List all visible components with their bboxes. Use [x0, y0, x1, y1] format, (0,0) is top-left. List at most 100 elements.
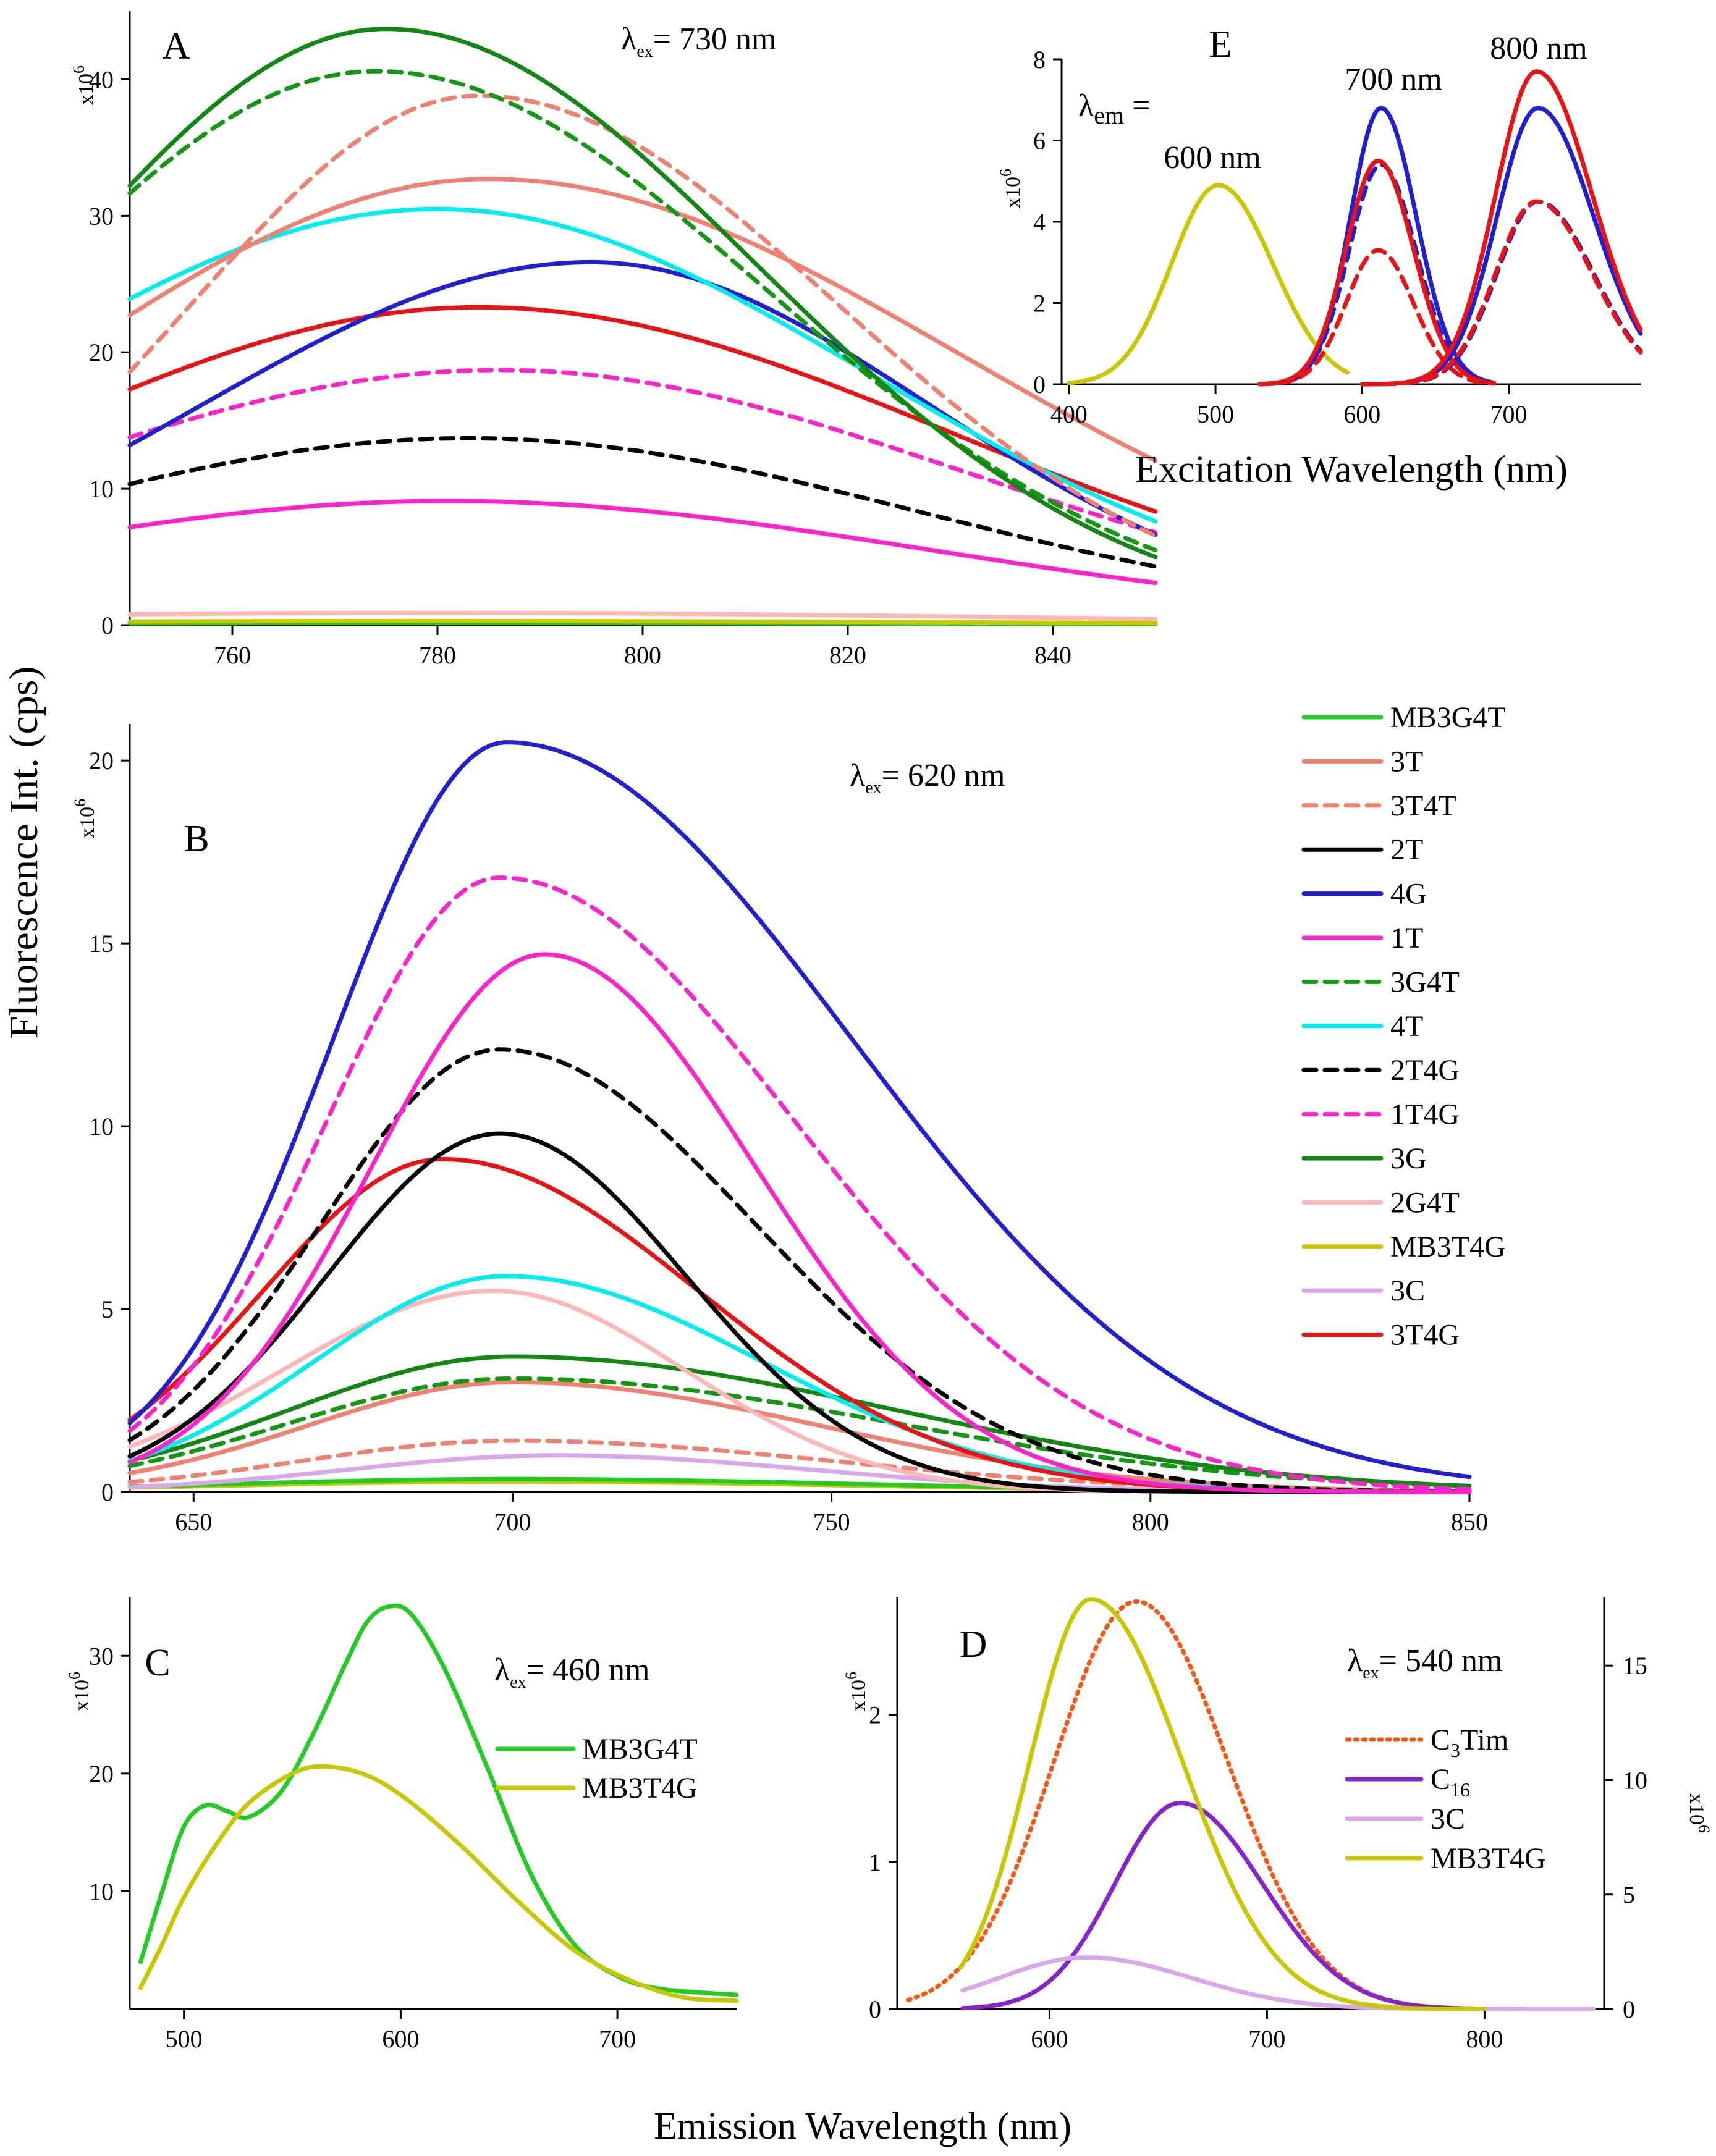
legend-item-1t4g: 1T4G	[1301, 1098, 1460, 1131]
x-tick-label: 650	[175, 1508, 212, 1536]
legend-label: 2T4G	[1390, 1054, 1460, 1087]
y-tick-label: 30	[89, 1642, 114, 1670]
legend-item-2g4t: 2G4T	[1301, 1186, 1460, 1219]
series-line-mb3t4g	[127, 618, 1158, 626]
panel-label: D	[960, 1623, 987, 1665]
legend-label: 1T4G	[1390, 1098, 1460, 1131]
right-y-tick-label: 15	[1623, 1652, 1647, 1680]
legend-label: 3G4T	[1390, 966, 1460, 998]
excitation-annotation: λex= 620 nm	[850, 758, 1005, 798]
series-line-3g4t	[127, 1376, 1472, 1489]
x-tick-label: 780	[419, 641, 456, 669]
series-line-3t4t	[127, 93, 1158, 538]
panel-label: E	[1209, 23, 1232, 65]
legend-label: 3C	[1390, 1274, 1425, 1307]
y-tick-label: 20	[89, 747, 114, 775]
series-line-3t4g-dashed-700-nm	[1257, 248, 1497, 387]
left-multiplier-label: x106	[842, 1672, 870, 1711]
series-line-1t4g	[127, 368, 1158, 535]
x-tick-label: 700	[494, 1508, 531, 1536]
series-line-4g	[127, 740, 1472, 1480]
y-tick-label: 0	[869, 1995, 881, 2023]
x-tick-label: 750	[813, 1508, 850, 1536]
legend-item-3t4t: 3T4T	[1301, 790, 1456, 822]
series-line-3g4t	[127, 69, 1158, 553]
legend-item-c16: C16	[1345, 1763, 1470, 1801]
legend-label: 4G	[1390, 878, 1427, 911]
right-multiplier-label: x106	[1685, 1793, 1713, 1833]
series-line-4t	[127, 206, 1158, 524]
series-line-3t4g	[127, 1156, 1472, 1494]
series-line-1t	[127, 499, 1158, 586]
multiplier-label: x106	[66, 1672, 93, 1711]
legend-label: C16	[1431, 1763, 1470, 1801]
series-line-c16	[960, 1801, 1596, 2011]
series-line-3c	[960, 1955, 1596, 2011]
shared-x-label: Emission Wavelength (nm)	[654, 2105, 1071, 2147]
legend-label: C3Tim	[1431, 1724, 1508, 1761]
legend-item-3t4g: 3T4G	[1301, 1319, 1460, 1352]
legend-label: MB3G4T	[582, 1733, 698, 1766]
legend-item-3c: 3C	[1345, 1803, 1465, 1835]
series-line-c3tim	[906, 1599, 1400, 2005]
legend-item-3c: 3C	[1301, 1274, 1425, 1307]
x-axis-label: Excitation Wavelength (nm)	[1135, 448, 1568, 491]
y-tick-label: 0	[101, 612, 114, 639]
series-line-2t4g	[127, 436, 1158, 569]
legend-item-2t4g: 2T4G	[1301, 1054, 1460, 1087]
emission-label: λem =	[1078, 88, 1150, 129]
y-tick-label: 5	[101, 1295, 114, 1323]
x-tick-label: 600	[1031, 2025, 1068, 2053]
series-line-3t4g	[127, 305, 1158, 514]
excitation-annotation: λex= 540 nm	[1347, 1643, 1502, 1683]
wavelength-annotation: 600 nm	[1164, 140, 1261, 175]
series-line-2g4t	[127, 610, 1158, 621]
y-tick-label: 2	[1033, 290, 1046, 318]
legend-label: 3C	[1431, 1803, 1465, 1835]
legend-label: MB3G4T	[1390, 701, 1506, 734]
legend-label: 3T	[1390, 745, 1423, 778]
y-tick-label: 40	[89, 65, 114, 93]
legend-item-mb3g4t: MB3G4T	[495, 1733, 698, 1766]
multiplier-label: x106	[71, 799, 99, 838]
y-tick-label: 30	[89, 202, 114, 230]
series-line-1t	[127, 952, 1472, 1494]
series-line-mb3t4g	[958, 1597, 1487, 2011]
legend-label: 3T4T	[1390, 790, 1456, 822]
x-tick-label: 800	[624, 641, 661, 669]
legend-label: 1T	[1390, 922, 1423, 954]
legend-label: MB3T4G	[1390, 1231, 1506, 1263]
panel-label: B	[184, 818, 209, 860]
y-tick-label: 20	[89, 339, 114, 366]
y-tick-label: 6	[1033, 127, 1046, 155]
y-tick-label: 0	[101, 1478, 114, 1506]
panel-label: C	[145, 1642, 170, 1684]
y-tick-label: 4	[1033, 208, 1046, 236]
legend-label: 2T	[1390, 833, 1423, 866]
right-y-tick-label: 5	[1623, 1881, 1635, 1909]
x-tick-label: 600	[382, 2025, 419, 2053]
y-tick-label: 10	[89, 1877, 114, 1905]
legend-item-mb3t4g: MB3T4G	[1345, 1842, 1546, 1875]
x-tick-label: 700	[1248, 2025, 1285, 2053]
series-line-1t4g	[127, 875, 1472, 1492]
legend-label: 2G4T	[1390, 1186, 1460, 1219]
x-tick-label: 820	[829, 641, 866, 669]
series-line-mb3t4g	[138, 1764, 739, 2003]
legend-item-4g: 4G	[1301, 878, 1427, 911]
series-line-3t	[127, 177, 1158, 463]
x-tick-label: 700	[599, 2025, 636, 2053]
series-line-3g	[127, 1354, 1472, 1488]
x-tick-label: 700	[1490, 400, 1528, 428]
y-tick-label: 2	[869, 1701, 881, 1729]
wavelength-annotation: 700 nm	[1345, 62, 1442, 97]
legend-label: 3T4G	[1390, 1319, 1460, 1352]
excitation-annotation: λex= 730 nm	[621, 22, 776, 61]
series-line-mb3g4t	[138, 1603, 739, 1997]
x-tick-label: 760	[214, 641, 251, 669]
x-tick-label: 500	[1197, 400, 1234, 428]
y-tick-label: 0	[1033, 371, 1046, 398]
